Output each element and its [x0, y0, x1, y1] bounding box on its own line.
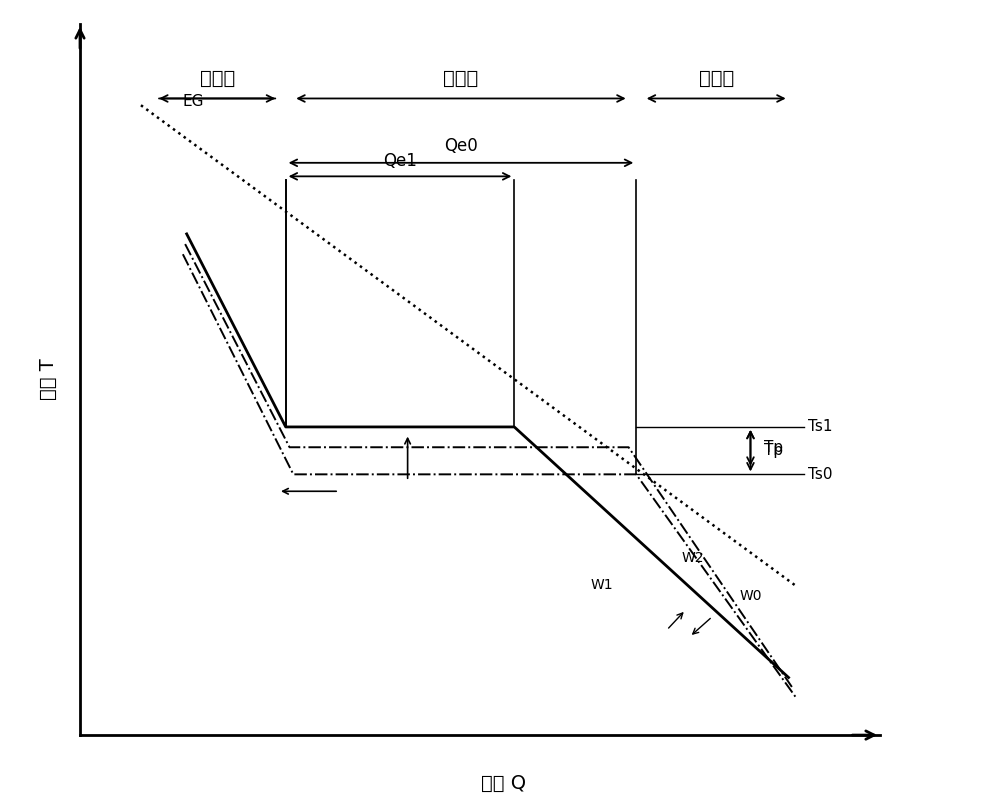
Text: 过热器: 过热器 — [200, 70, 235, 89]
Text: W2: W2 — [682, 551, 704, 566]
Text: 蒸发器: 蒸发器 — [443, 70, 479, 89]
Text: W1: W1 — [591, 578, 613, 593]
Text: W0: W0 — [739, 589, 762, 602]
Text: Ts1: Ts1 — [808, 419, 832, 435]
Text: EG: EG — [183, 94, 204, 109]
Text: 温度 T: 温度 T — [38, 359, 58, 400]
Text: Tp: Tp — [764, 443, 783, 458]
Text: 节煤器: 节煤器 — [699, 70, 734, 89]
Text: Qe1: Qe1 — [383, 152, 417, 169]
Text: Qe0: Qe0 — [444, 137, 478, 155]
Text: Ts0: Ts0 — [808, 467, 832, 482]
Text: Tp: Tp — [764, 440, 783, 455]
Text: 热量 Q: 热量 Q — [481, 774, 527, 793]
